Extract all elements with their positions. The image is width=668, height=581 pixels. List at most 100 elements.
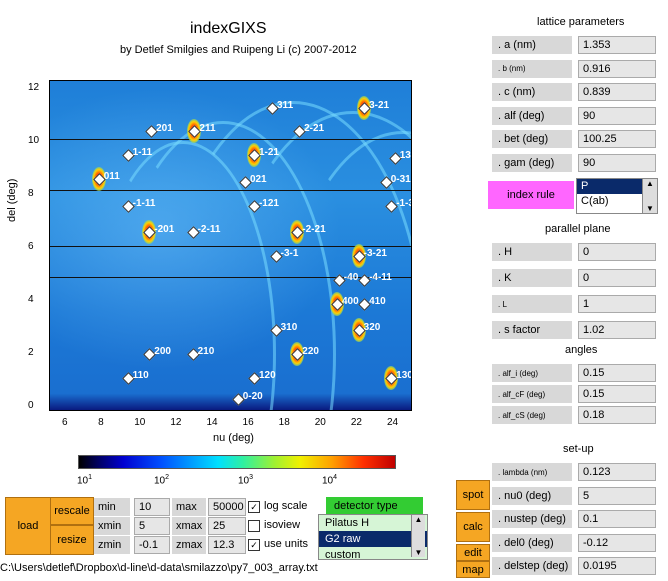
- detector-scrollbar[interactable]: ▲ ▼: [411, 515, 425, 557]
- setup-param-input[interactable]: -0.12: [578, 533, 656, 552]
- lattice-param-label: . gam (deg): [492, 153, 572, 172]
- plane-param-input[interactable]: 0: [578, 243, 656, 261]
- zmax-input[interactable]: 12.3: [208, 536, 246, 554]
- lattice-param-label: . a (nm): [492, 36, 572, 54]
- detector-option[interactable]: Pilatus H: [325, 517, 370, 529]
- setup-param-label: . nustep (deg): [492, 510, 572, 528]
- lattice-param-input[interactable]: 1.353: [578, 36, 656, 54]
- reflection-label: 2-21: [304, 123, 325, 135]
- reflection-label: 110: [132, 370, 149, 382]
- lattice-param-input[interactable]: 90: [578, 153, 656, 172]
- zmin-label: zmin: [94, 536, 130, 554]
- setup-heading: set-up: [563, 443, 594, 455]
- min-label: min: [94, 498, 130, 516]
- horizon-line: [50, 139, 411, 141]
- isoview-checkbox[interactable]: [248, 520, 260, 532]
- reflection-label: -2-21: [302, 224, 326, 236]
- horizon-line: [50, 189, 411, 191]
- xmax-input[interactable]: 25: [208, 517, 246, 535]
- file-path: C:\Users\detlef\Dropbox\d-line\d-data\sm…: [0, 562, 318, 574]
- map-button[interactable]: map: [456, 561, 490, 578]
- plane-param-label: . H: [492, 243, 572, 261]
- plane-param-input[interactable]: 0: [578, 269, 656, 287]
- index-rule-list[interactable]: P C(ab) ▲ ▼: [576, 178, 658, 214]
- use-units-checkbox[interactable]: ✓: [248, 539, 260, 551]
- setup-param-input[interactable]: 0.123: [578, 463, 656, 481]
- lattice-param-input[interactable]: 90: [578, 106, 656, 125]
- spot-button[interactable]: spot: [456, 480, 490, 510]
- angle-param-input[interactable]: 0.15: [578, 385, 656, 403]
- setup-param-label: . lambda (nm): [492, 463, 572, 481]
- angles-heading: angles: [565, 344, 598, 356]
- reflection-label: 311: [277, 99, 294, 111]
- reflection-label: 131: [399, 149, 411, 161]
- rescale-button[interactable]: rescale: [50, 497, 94, 525]
- calc-button[interactable]: calc: [456, 512, 490, 542]
- reflection-label: -1-3: [396, 197, 411, 209]
- log-scale-checkbox[interactable]: ✓: [248, 501, 260, 513]
- reflection-label: 201: [156, 123, 173, 135]
- x-tick-label: 18: [278, 417, 290, 428]
- lattice-param-label: . bet (deg): [492, 130, 572, 148]
- min-input[interactable]: 10: [134, 498, 170, 516]
- reflection-label: 0-31: [390, 173, 411, 185]
- x-tick-label: 8: [98, 417, 104, 428]
- use-units-label: use units: [264, 538, 309, 550]
- reflection-label: 130: [396, 370, 412, 382]
- reflection-label: 210: [197, 346, 215, 358]
- edit-button[interactable]: edit: [456, 544, 490, 561]
- reflection-label: -3-1: [280, 248, 299, 260]
- y-tick-label: 2: [28, 347, 34, 359]
- zmax-label: zmax: [172, 536, 206, 554]
- reflection-label: -121: [258, 197, 279, 209]
- x-tick-label: 14: [206, 417, 218, 428]
- resize-button[interactable]: resize: [50, 525, 94, 555]
- plane-param-input[interactable]: 1.02: [578, 321, 656, 339]
- scroll-down-icon[interactable]: ▼: [646, 204, 654, 213]
- angle-param-label: . alf_cF (deg): [492, 385, 572, 403]
- x-tick-label: 24: [386, 417, 399, 428]
- x-tick-label: 6: [62, 417, 68, 428]
- detector-option[interactable]: custom: [325, 549, 361, 560]
- reflection-label: 1-21: [258, 147, 279, 159]
- detector-option-selected[interactable]: G2 raw: [319, 531, 427, 547]
- plane-param-label: . L: [492, 295, 572, 313]
- max-input[interactable]: 50000: [208, 498, 246, 516]
- horizon-line: [50, 245, 411, 247]
- detector-list[interactable]: Pilatus H G2 raw custom: [318, 514, 428, 560]
- lattice-param-input[interactable]: 100.25: [578, 130, 656, 148]
- zmin-input[interactable]: -0.1: [134, 536, 170, 554]
- setup-param-input[interactable]: 5: [578, 486, 656, 505]
- angle-param-input[interactable]: 0.15: [578, 364, 656, 382]
- setup-param-input[interactable]: 0.0195: [578, 557, 656, 575]
- lattice-param-label: . alf (deg): [492, 106, 572, 125]
- horizon-line: [50, 277, 411, 279]
- colorbar-tick: 102: [154, 474, 170, 487]
- y-tick-label: 8: [28, 188, 34, 200]
- reflection-label: -2-11: [197, 224, 221, 236]
- scroll-up-icon[interactable]: ▲: [414, 515, 423, 524]
- x-tick-label: 20: [314, 417, 326, 428]
- reflection-label: 410: [369, 295, 386, 307]
- lattice-param-input[interactable]: 0.916: [578, 59, 656, 78]
- reflection-label: 0-20: [242, 391, 263, 403]
- lattice-param-input[interactable]: 0.839: [578, 83, 656, 101]
- angle-param-label: . alf_i (deg): [492, 364, 572, 382]
- index-rule-option[interactable]: C(ab): [581, 195, 609, 207]
- xmin-input[interactable]: 5: [134, 517, 170, 535]
- index-rule-option-selected[interactable]: P: [577, 179, 643, 194]
- reflection-label: -201: [154, 224, 175, 236]
- y-tick-label: 0: [28, 400, 34, 412]
- reflection-label: 021: [249, 173, 267, 185]
- angle-param-input[interactable]: 0.18: [578, 406, 656, 424]
- load-button[interactable]: load: [5, 497, 51, 555]
- scroll-down-icon[interactable]: ▼: [414, 548, 423, 557]
- setup-param-input[interactable]: 0.1: [578, 510, 656, 528]
- scroll-up-icon[interactable]: ▲: [646, 179, 654, 188]
- reflection-label: 220: [302, 346, 319, 358]
- reflection-label: 200: [154, 346, 171, 358]
- colorbar-tick: 103: [238, 474, 254, 487]
- plane-param-input[interactable]: 1: [578, 295, 656, 313]
- index-rule-label: index rule: [488, 181, 574, 209]
